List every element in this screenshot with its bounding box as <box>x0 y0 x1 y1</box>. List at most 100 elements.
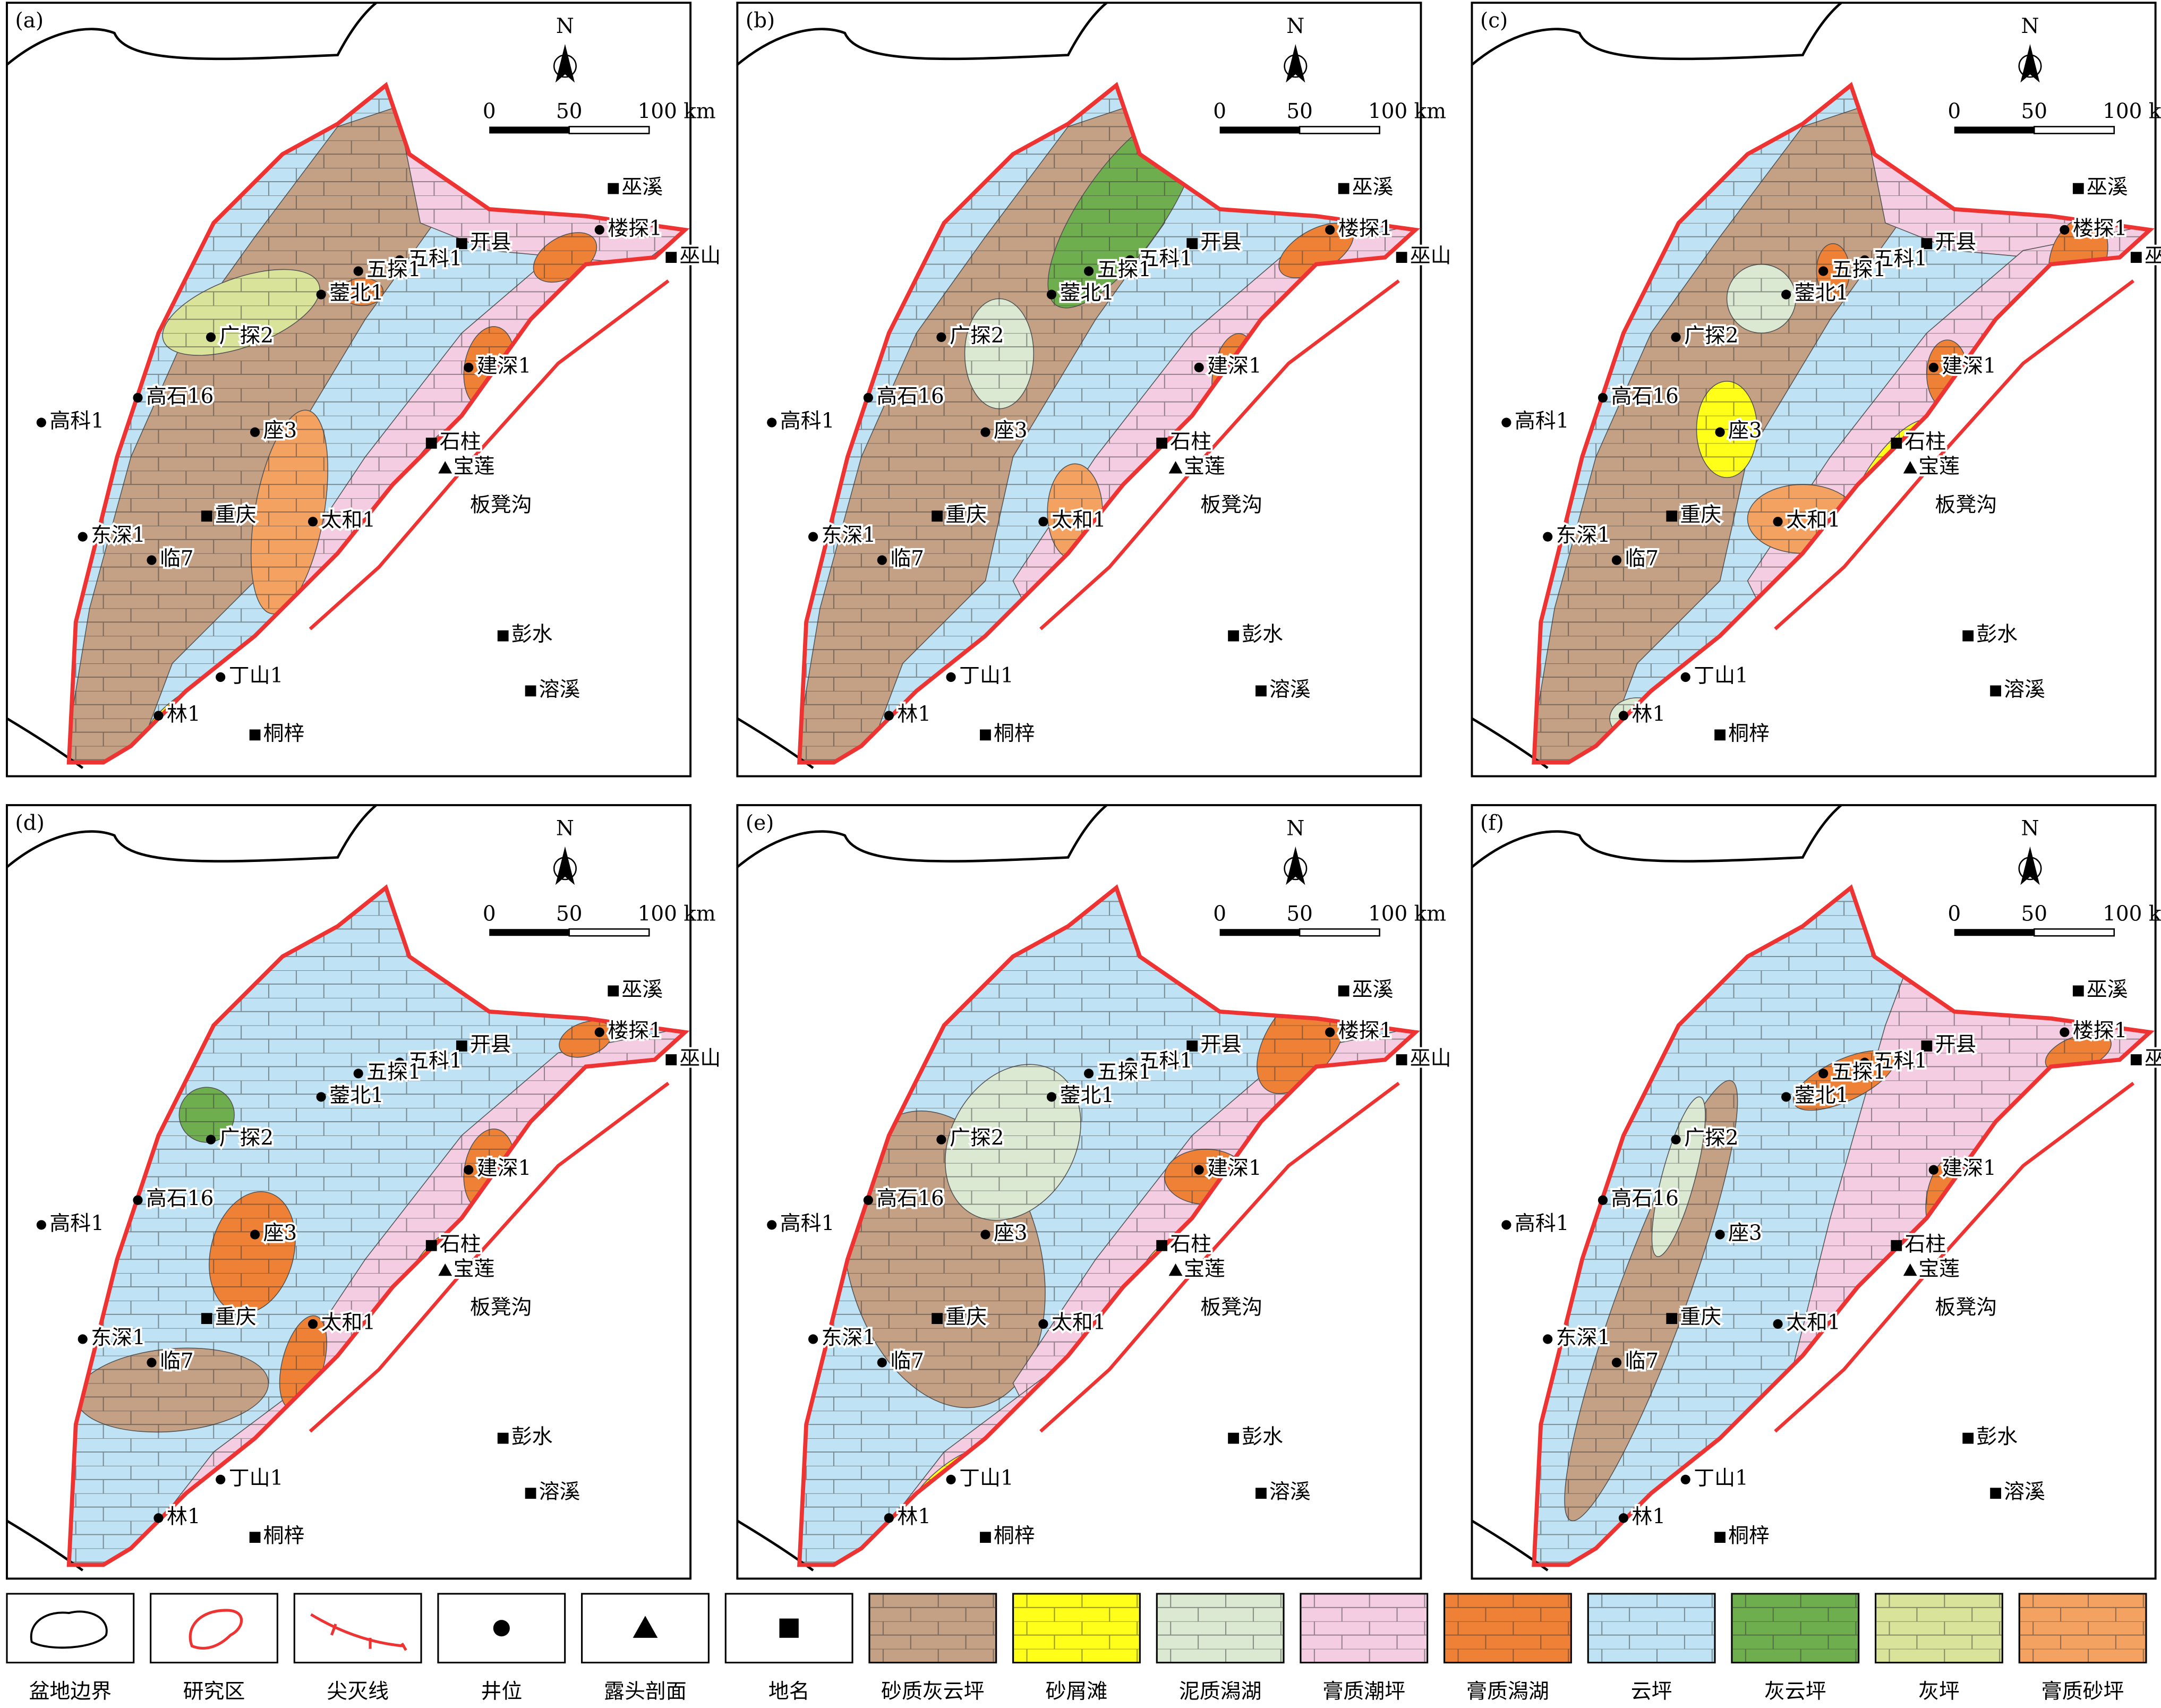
facies <box>1534 85 2150 763</box>
place-label: 巫山 <box>679 244 721 268</box>
well-marker <box>316 289 326 300</box>
legend-item: 膏质砂坪 <box>2018 1593 2147 1703</box>
town-marker <box>1962 630 1974 642</box>
panel-label: (f) <box>1480 811 1504 835</box>
legend-item: 云坪 <box>1587 1593 1716 1703</box>
town-marker <box>1921 1040 1933 1052</box>
well-marker <box>808 532 818 542</box>
well-marker <box>1680 672 1690 682</box>
place-label: 高科1 <box>780 1211 835 1235</box>
place-label: 太和1 <box>1052 1311 1106 1335</box>
legend-outcrop <box>633 1616 658 1638</box>
place-label: 林1 <box>897 703 931 727</box>
place-label: 临7 <box>890 547 924 571</box>
place-label: 座3 <box>994 1222 1028 1245</box>
well-marker <box>2060 225 2070 235</box>
town-marker <box>980 1532 991 1543</box>
place-label: 开县 <box>470 1033 511 1057</box>
north-arrow <box>1286 846 1305 885</box>
place-label: 开县 <box>1200 1033 1242 1057</box>
place-label: 重庆 <box>945 503 987 527</box>
well-marker <box>1671 1134 1681 1145</box>
well-marker <box>1680 1474 1690 1484</box>
town-marker <box>1338 985 1349 997</box>
place-label: 楼探1 <box>1338 217 1393 241</box>
place-label: 东深1 <box>91 1326 146 1350</box>
town-marker <box>2072 985 2084 997</box>
place-label: 板凳沟 <box>1935 1295 1997 1319</box>
well-marker <box>353 266 363 276</box>
town-marker <box>1156 1240 1167 1251</box>
place-label: 巫山 <box>2145 244 2161 268</box>
place-label: 座3 <box>1728 1222 1762 1245</box>
pinch-line <box>1039 1081 1400 1433</box>
legend-item: 尖灭线 <box>293 1593 422 1703</box>
place-label: 石柱 <box>1904 1232 1946 1256</box>
place-label: 重庆 <box>945 1305 987 1329</box>
town-marker <box>665 1054 677 1065</box>
panel-label: (c) <box>1480 8 1508 32</box>
north-label: N <box>1286 14 1304 38</box>
place-label: 五科1 <box>408 247 463 271</box>
scale-bar-white <box>568 126 650 134</box>
pinch-line <box>1774 279 2135 630</box>
place-label: 东深1 <box>822 1326 876 1350</box>
town-marker <box>608 183 619 194</box>
place-label: 座3 <box>994 419 1028 443</box>
scale-label: 0 <box>483 100 496 124</box>
place-label: 广探2 <box>950 1126 1004 1150</box>
place-label: 巫山 <box>1410 1046 1451 1070</box>
well-marker <box>594 1027 604 1037</box>
place-label: 五科1 <box>1873 247 1928 271</box>
legend-study <box>189 1609 243 1650</box>
legend-item: 灰云坪 <box>1731 1593 1860 1703</box>
town-marker <box>1990 1488 2001 1499</box>
well-marker <box>808 1334 818 1344</box>
outcrop-marker <box>438 1263 452 1276</box>
place-label: 宝莲 <box>1184 455 1225 479</box>
town-marker <box>1666 1313 1678 1324</box>
brick-overlay <box>1534 887 2150 1565</box>
place-label: 巫溪 <box>2087 175 2128 199</box>
legend-box <box>6 1593 135 1664</box>
place-label: 林1 <box>1632 1505 1666 1528</box>
place-label: 临7 <box>890 1350 924 1373</box>
legend-item: 砂屑滩 <box>1012 1593 1141 1703</box>
well-marker <box>464 362 474 372</box>
town-marker <box>1714 729 1726 741</box>
well-marker <box>594 225 604 235</box>
place-label: 五探1 <box>366 1060 421 1084</box>
well-marker <box>1501 417 1511 428</box>
town-marker <box>1255 1488 1267 1499</box>
place-label: 巫山 <box>679 1046 721 1070</box>
town-marker <box>932 1313 943 1324</box>
town-marker <box>932 510 943 522</box>
well-marker <box>1671 332 1681 342</box>
place-label: 五科1 <box>408 1049 463 1073</box>
place-label: 林1 <box>897 1505 931 1528</box>
well-marker <box>1859 255 1870 265</box>
place-label: 广探2 <box>950 324 1004 348</box>
place-label: 高石16 <box>1611 1187 1679 1211</box>
place-label: 五探1 <box>1097 1060 1152 1084</box>
brick-overlay <box>1534 85 2150 763</box>
well-marker <box>147 555 157 565</box>
place-label: 蓥北1 <box>329 281 384 305</box>
scale-bar-white <box>2033 126 2115 134</box>
place-label: 巫山 <box>2145 1046 2161 1070</box>
place-label: 太和1 <box>1786 508 1841 532</box>
well-marker <box>1501 1220 1511 1230</box>
well-marker <box>863 392 873 403</box>
place-label: 座3 <box>263 1222 297 1245</box>
place-label: 丁山1 <box>229 1466 284 1490</box>
panel-label: (b) <box>746 8 775 32</box>
town-marker <box>425 438 437 449</box>
brick-overlay <box>799 887 1416 1565</box>
outcrop-marker <box>1903 461 1917 474</box>
well-marker <box>1781 289 1791 300</box>
well-marker <box>133 392 143 403</box>
well-marker <box>767 417 777 428</box>
